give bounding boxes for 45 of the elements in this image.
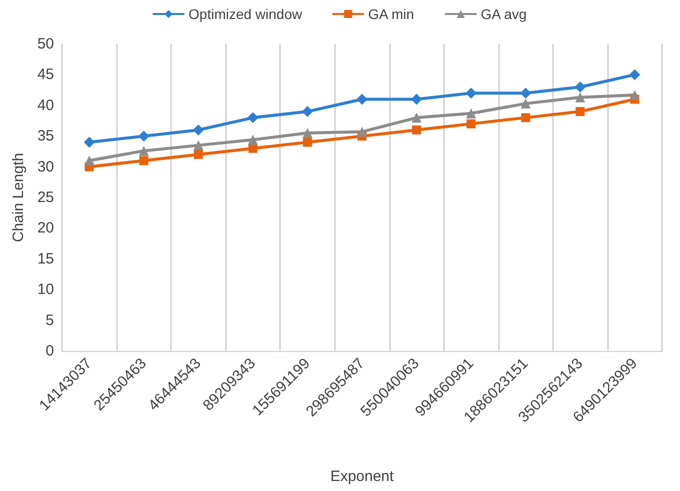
point	[193, 140, 204, 150]
legend-label: Optimized window	[188, 6, 304, 22]
y-tick-label: 50	[37, 36, 54, 52]
point	[574, 81, 586, 92]
point	[520, 88, 532, 99]
point	[520, 98, 531, 109]
point	[521, 113, 530, 122]
y-tick-label: 40	[37, 96, 54, 114]
y-tick-label: 20	[37, 220, 54, 237]
point	[139, 156, 148, 166]
point	[302, 128, 312, 138]
point	[575, 92, 586, 102]
point	[84, 136, 95, 148]
point	[466, 119, 476, 128]
y-tick-label: 5	[46, 312, 54, 329]
point	[138, 146, 149, 156]
point	[194, 150, 203, 160]
y-tick-label: 30	[37, 158, 54, 176]
point	[576, 107, 585, 116]
point	[248, 134, 258, 145]
point	[138, 130, 150, 142]
point	[302, 138, 312, 147]
y-tick-label: 35	[37, 128, 54, 145]
y-tick-label: 25	[37, 189, 54, 206]
point	[84, 156, 94, 166]
y-axis-title: Chain Length	[10, 152, 27, 242]
point	[630, 90, 640, 100]
legend-label: GA min	[368, 6, 414, 22]
point	[412, 112, 422, 123]
point	[357, 126, 367, 137]
point	[356, 94, 368, 105]
point	[247, 112, 258, 124]
point	[192, 124, 204, 136]
y-tick-label: 0	[46, 342, 54, 360]
point	[302, 106, 313, 118]
point	[629, 69, 640, 80]
point	[466, 88, 477, 99]
y-tick-label: 15	[37, 250, 54, 268]
y-tick-label: 10	[37, 281, 54, 298]
point	[466, 108, 476, 118]
y-tick-label: 45	[37, 66, 54, 84]
point	[412, 125, 422, 134]
legend-label: GA avg	[480, 6, 527, 22]
x-axis-title: Exponent	[330, 468, 395, 485]
point	[411, 94, 422, 105]
